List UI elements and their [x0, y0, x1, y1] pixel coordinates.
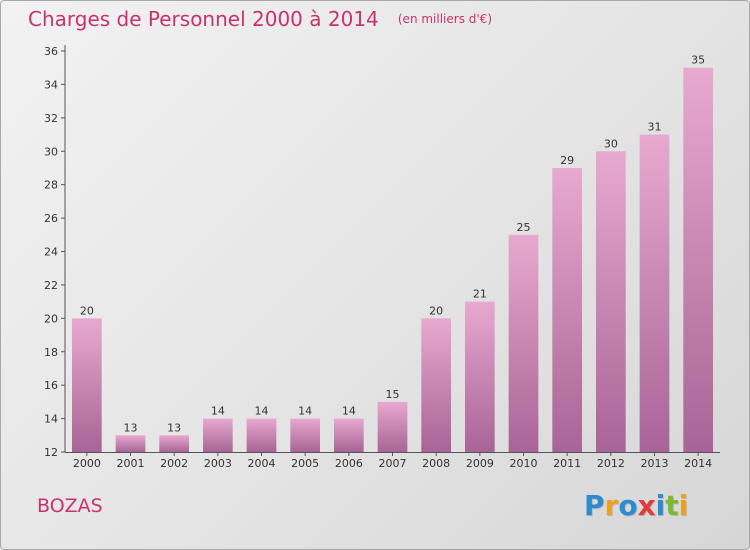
x-tick-label: 2013 [641, 457, 669, 470]
x-tick-label: 2003 [204, 457, 232, 470]
data-label: 13 [124, 421, 138, 434]
x-tick-label: 2002 [160, 457, 188, 470]
bar [290, 418, 321, 452]
bar [377, 401, 408, 452]
data-label: 25 [517, 221, 531, 234]
bar [595, 151, 626, 452]
data-label: 31 [648, 121, 662, 134]
y-tick-label: 36 [44, 45, 58, 58]
y-tick-label: 14 [44, 413, 58, 426]
y-tick-label: 30 [44, 145, 58, 158]
data-label: 15 [386, 388, 400, 401]
bar [159, 435, 190, 452]
data-label: 13 [167, 421, 181, 434]
logo-letter: r [604, 489, 619, 522]
y-tick-label: 26 [44, 212, 58, 225]
y-tick-label: 32 [44, 112, 58, 125]
logo-letter: i [655, 489, 666, 522]
logo-letter: t [665, 489, 679, 522]
data-label: 29 [560, 154, 574, 167]
bar [115, 435, 146, 452]
x-tick-label: 2009 [466, 457, 494, 470]
bar [421, 318, 452, 452]
bar [333, 418, 364, 452]
logo-letter: x [637, 489, 656, 522]
x-tick-label: 2001 [117, 457, 145, 470]
x-tick-label: 2004 [248, 457, 276, 470]
y-tick-label: 18 [44, 346, 58, 359]
bar [464, 301, 495, 452]
y-tick-label: 12 [44, 446, 58, 459]
bar [246, 418, 277, 452]
x-tick-label: 2008 [422, 457, 450, 470]
logo-letter: i [678, 489, 689, 522]
data-label: 20 [80, 304, 94, 317]
x-tick-label: 2007 [379, 457, 407, 470]
y-tick-label: 28 [44, 179, 58, 192]
y-tick-label: 34 [44, 78, 58, 91]
y-tick-label: 22 [44, 279, 58, 292]
x-tick-label: 2005 [291, 457, 319, 470]
x-tick-label: 2006 [335, 457, 363, 470]
data-label: 20 [429, 304, 443, 317]
data-label: 14 [342, 405, 356, 418]
x-tick-label: 2012 [597, 457, 625, 470]
data-label: 14 [255, 405, 269, 418]
title-row: Charges de Personnel 2000 à 2014 (en mil… [28, 7, 492, 31]
bar [71, 318, 102, 452]
data-label: 21 [473, 288, 487, 301]
x-tick-label: 2010 [510, 457, 538, 470]
bar [552, 167, 583, 453]
bar [639, 134, 670, 452]
chart-subtitle: (en milliers d'€) [397, 12, 492, 26]
data-label: 35 [691, 54, 705, 67]
y-tick-label: 20 [44, 312, 58, 325]
data-label: 14 [211, 405, 225, 418]
bar [202, 418, 233, 452]
chart-title: Charges de Personnel 2000 à 2014 [28, 7, 379, 31]
y-tick-label: 16 [44, 379, 58, 392]
commune-name: BOZAS [37, 495, 103, 517]
data-label: 30 [604, 137, 618, 150]
x-tick-label: 2011 [553, 457, 581, 470]
bar [508, 234, 539, 452]
x-tick-label: 2014 [684, 457, 712, 470]
proxiti-logo: Proxiti [584, 489, 688, 522]
logo-letter: P [584, 489, 605, 522]
x-tick-label: 2000 [73, 457, 101, 470]
y-tick-label: 24 [44, 246, 58, 259]
bar [683, 67, 714, 452]
logo-letter: o [618, 489, 638, 522]
data-label: 14 [298, 405, 312, 418]
